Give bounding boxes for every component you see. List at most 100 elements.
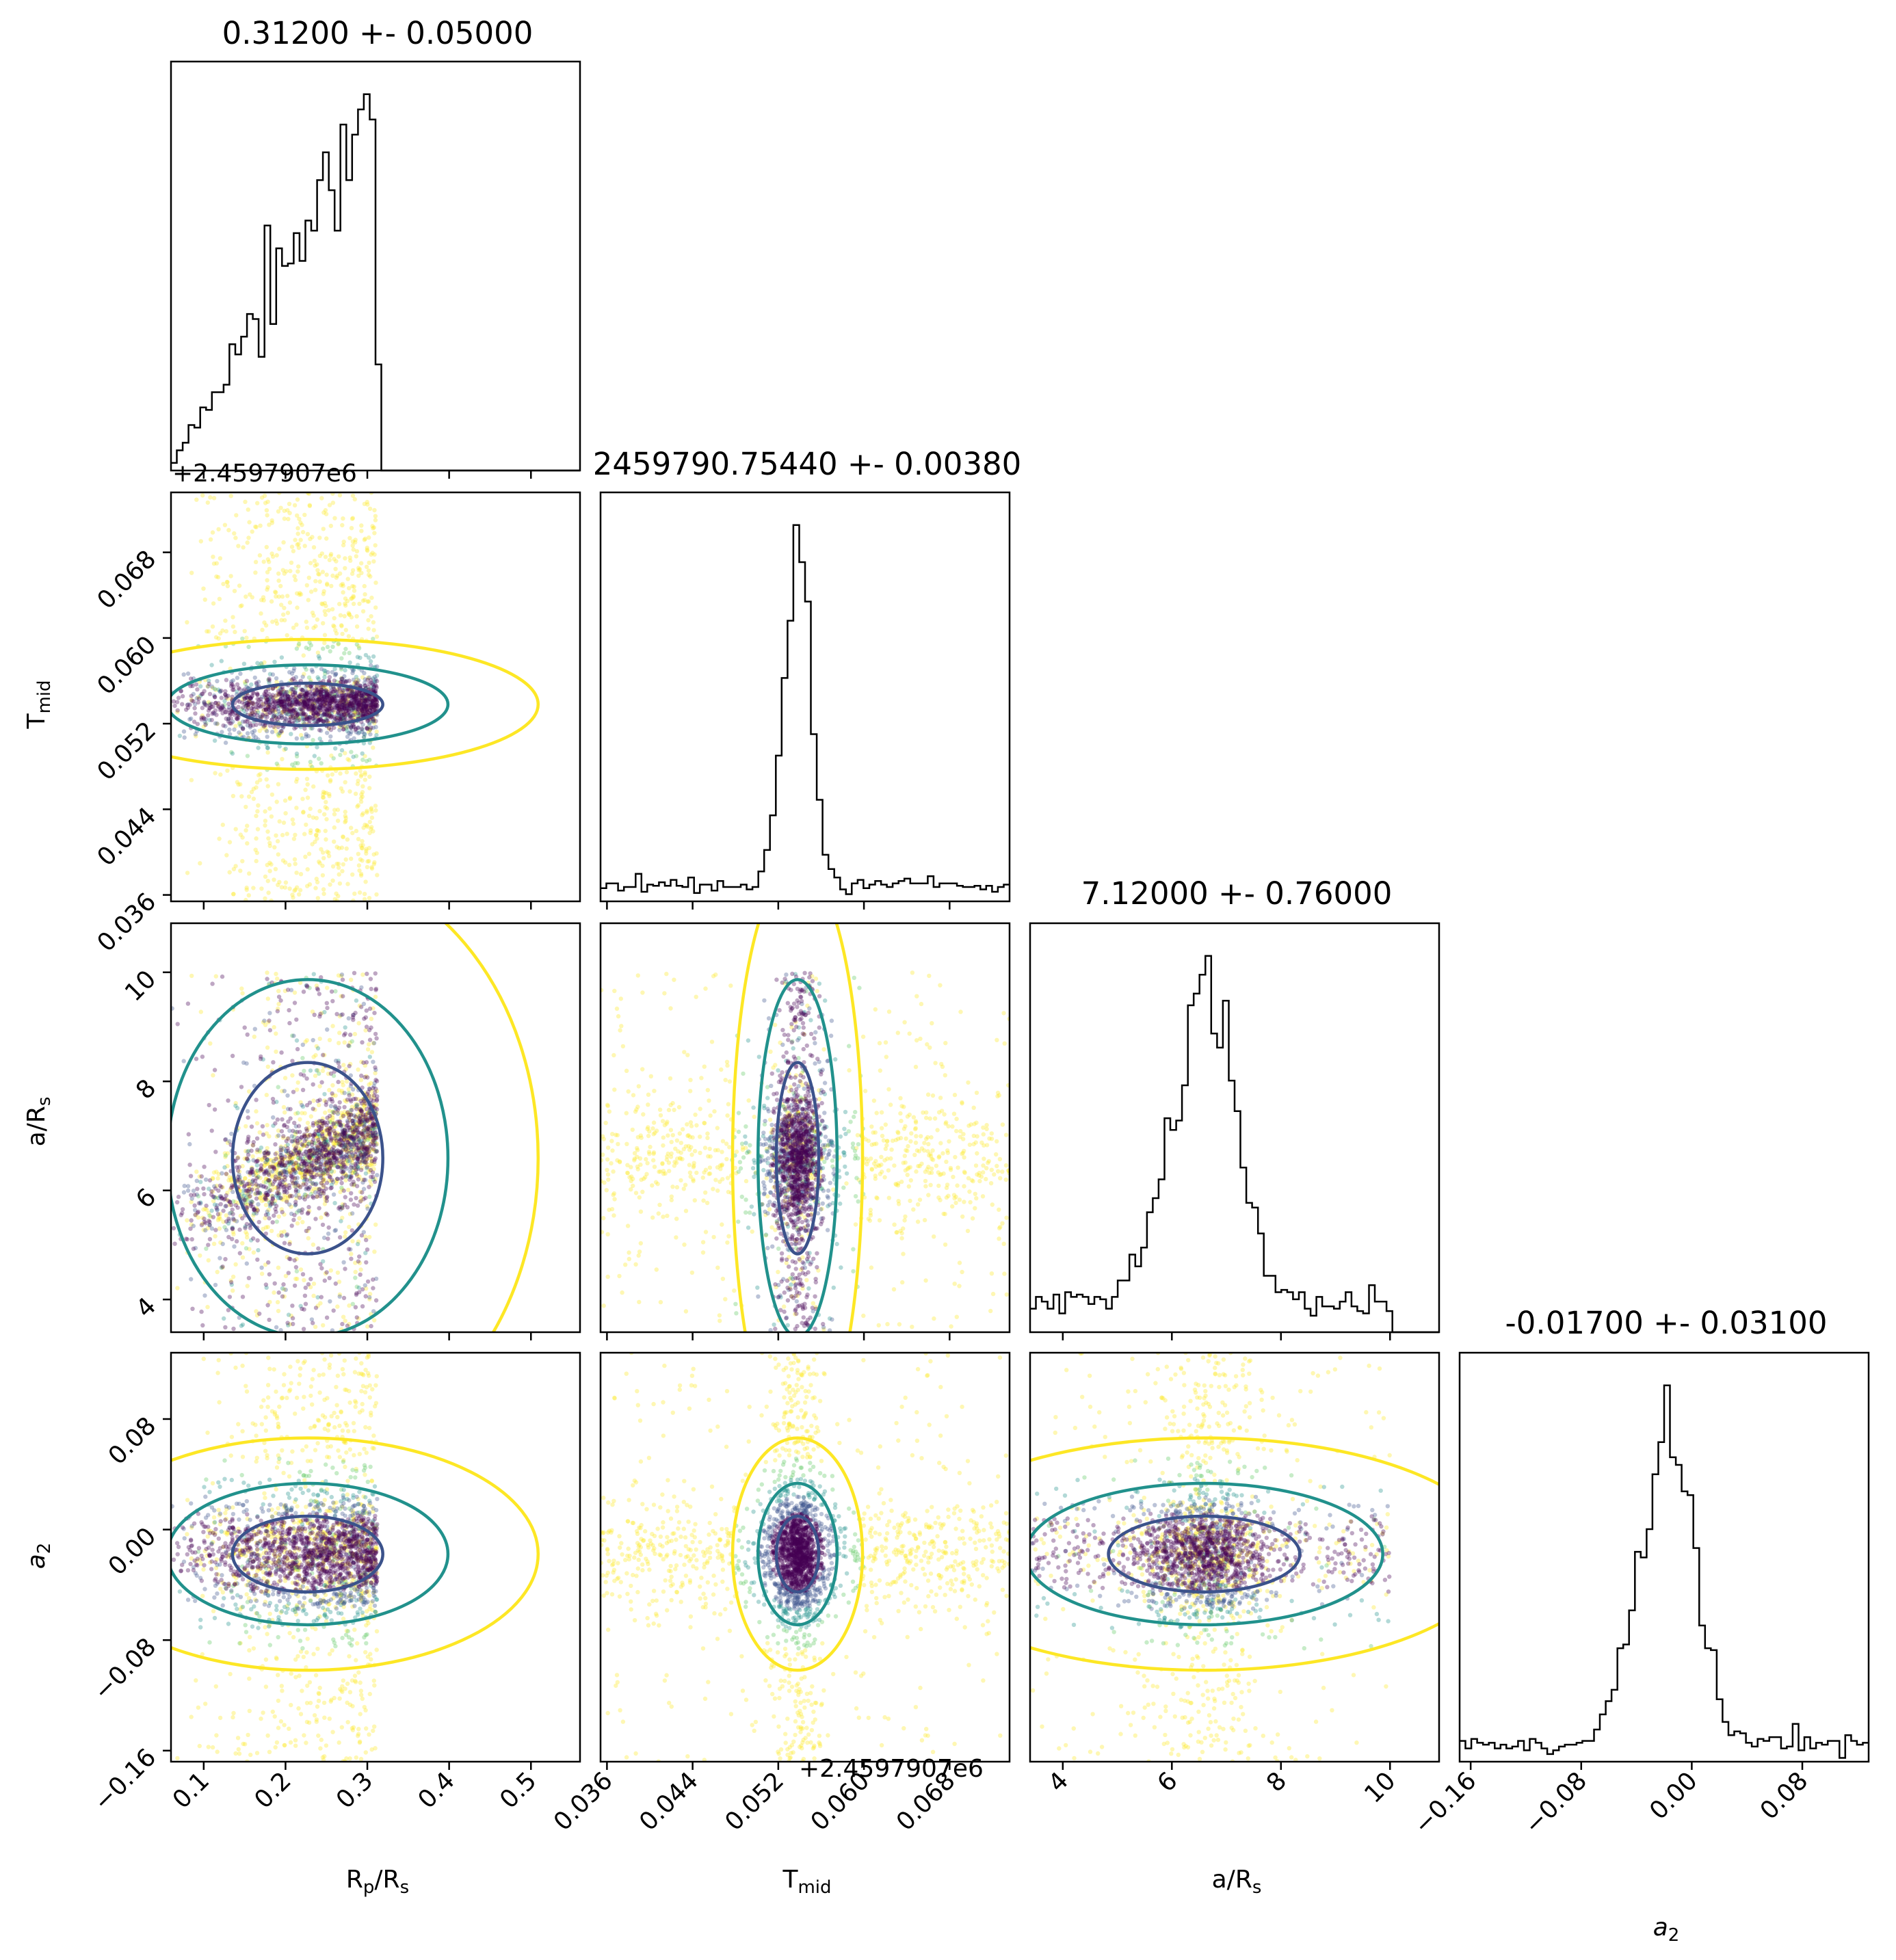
scatter-point (302, 512, 307, 518)
scatter-point (323, 702, 328, 706)
scatter-point (290, 713, 295, 718)
scatter-point (367, 1156, 372, 1161)
scatter-point (309, 698, 314, 703)
scatter-point (304, 693, 308, 698)
scatter-point (238, 732, 243, 737)
scatter-point (367, 655, 371, 660)
scatter-point (350, 707, 354, 712)
scatter-point (289, 671, 295, 676)
scatter-point (315, 1128, 319, 1133)
scatter-point (350, 830, 355, 836)
scatter-point (298, 697, 302, 702)
scatter-point (184, 707, 189, 712)
scatter-point (303, 698, 308, 702)
scatter-point (321, 1184, 326, 1189)
scatter-point (369, 1163, 374, 1168)
scatter-point (306, 1204, 311, 1210)
scatter-point (321, 689, 327, 694)
scatter-point (304, 716, 309, 721)
scatter-point (287, 670, 292, 675)
scatter-point (345, 1187, 351, 1193)
scatter-point (206, 1243, 211, 1247)
scatter-point (263, 1153, 267, 1158)
scatter-point (349, 856, 354, 861)
scatter-point (293, 702, 299, 707)
scatter-point (335, 710, 341, 715)
scatter-point (269, 717, 274, 722)
scatter-point (357, 890, 363, 895)
scatter-point (312, 691, 317, 696)
scatter-point (358, 1107, 364, 1111)
scatter-point (205, 684, 210, 689)
scatter-point (311, 716, 315, 721)
scatter-point (301, 706, 306, 711)
scatter-point (308, 684, 313, 689)
scatter-point (351, 1148, 356, 1153)
scatter-point (226, 1178, 231, 1183)
scatter-point (308, 678, 313, 683)
scatter-point (247, 1178, 252, 1184)
scatter-point (256, 698, 261, 702)
scatter-point (306, 698, 311, 703)
scatter-point (291, 1180, 295, 1185)
scatter-point (257, 715, 263, 719)
scatter-point (313, 698, 318, 703)
scatter-point (272, 713, 277, 718)
scatter-point (293, 1276, 298, 1282)
scatter-point (219, 696, 224, 700)
scatter-point (358, 655, 363, 660)
scatter-point (325, 581, 330, 586)
scatter-point (261, 707, 267, 713)
scatter-point (375, 664, 380, 669)
scatter-point (363, 772, 367, 777)
scatter-point (282, 1122, 287, 1128)
scatter-point (306, 1236, 311, 1241)
scatter-point (356, 568, 361, 572)
scatter-point (187, 1141, 192, 1147)
scatter-point (274, 594, 278, 599)
scatter-point (320, 685, 326, 690)
scatter-point (332, 694, 337, 699)
scatter-point (356, 1259, 361, 1264)
scatter-point (362, 731, 367, 737)
scatter-point (171, 699, 176, 704)
scatter-point (363, 698, 368, 704)
scatter-point (323, 703, 328, 708)
scatter-point (189, 693, 194, 698)
scatter-point (275, 1299, 280, 1305)
scatter-point (272, 694, 277, 699)
scatter-point (276, 699, 282, 704)
scatter-point (352, 700, 356, 705)
scatter-point (319, 847, 324, 852)
scatter-point (285, 702, 289, 706)
scatter-point (246, 704, 250, 709)
scatter-point (363, 770, 367, 775)
scatter-point (345, 1135, 350, 1141)
scatter-point (333, 628, 338, 633)
scatter-point (224, 1228, 229, 1232)
scatter-point (317, 535, 322, 540)
scatter-point (261, 1226, 265, 1232)
scatter-point (321, 887, 326, 892)
scatter-point (308, 1068, 313, 1073)
scatter-point (252, 728, 257, 733)
scatter-point (345, 702, 350, 706)
scatter-point (311, 545, 317, 550)
scatter-point (367, 1169, 371, 1174)
scatter-point (339, 709, 343, 714)
scatter-point (353, 1269, 358, 1275)
scatter-point (317, 692, 321, 698)
scatter-point (358, 796, 364, 801)
scatter-point (326, 850, 331, 855)
scatter-point (195, 1187, 200, 1191)
scatter-point (360, 843, 365, 848)
scatter-point (300, 1087, 306, 1093)
scatter-point (327, 1037, 332, 1043)
scatter-point (360, 1287, 365, 1292)
scatter-point (254, 1121, 260, 1126)
scatter-point (259, 715, 263, 719)
scatter-point (325, 644, 330, 650)
scatter-point (349, 729, 354, 734)
scatter-point (216, 701, 221, 706)
scatter-point (329, 583, 334, 589)
